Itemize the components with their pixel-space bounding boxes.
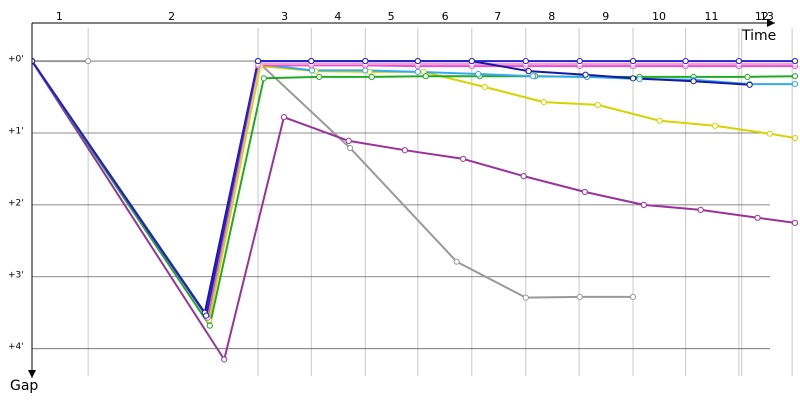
y-tick-label: +4' [8, 342, 24, 352]
data-point [460, 155, 467, 162]
data-point [791, 57, 799, 65]
data-point [221, 356, 228, 363]
x-tick-label: 10 [652, 10, 666, 23]
data-point [468, 57, 475, 65]
data-point [414, 57, 421, 65]
x-tick-label: 5 [388, 10, 395, 23]
x-tick-label: 7 [494, 10, 501, 23]
data-point [522, 57, 529, 65]
data-point [520, 173, 527, 180]
data-point [754, 214, 761, 221]
data-point [453, 258, 460, 265]
series-line [32, 60, 795, 319]
data-point [744, 73, 751, 80]
data-point [682, 57, 689, 65]
y-tick-label: +1' [8, 126, 24, 136]
series-line [32, 60, 796, 361]
data-point [362, 57, 369, 65]
series-line [32, 60, 795, 317]
x-tick-label: 8 [548, 10, 555, 23]
data-point [640, 201, 647, 208]
data-point [362, 67, 369, 74]
data-point [522, 294, 529, 301]
data-point [475, 70, 482, 78]
x-axis-label: Time [741, 28, 776, 44]
data-point [401, 147, 408, 154]
data-point [735, 57, 742, 65]
data-point [629, 293, 637, 301]
series-line [32, 60, 796, 327]
x-tick-label: 1 [56, 10, 63, 23]
data-point [206, 322, 213, 329]
y-tick-label: +3' [8, 270, 24, 280]
data-point [308, 67, 316, 74]
data-point [316, 73, 323, 80]
data-point [712, 122, 719, 129]
data-point [636, 75, 643, 83]
data-point [85, 57, 92, 65]
data-point [414, 68, 421, 75]
x-tick-label: 11 [705, 10, 719, 23]
data-point [368, 73, 375, 80]
x-tick-label: 12 [755, 10, 769, 23]
x-tick-label: 6 [442, 10, 449, 23]
data-point [791, 219, 799, 226]
data-point [280, 114, 288, 121]
data-point [629, 75, 637, 82]
data-point [690, 78, 697, 85]
data-point [766, 130, 773, 137]
data-point [529, 73, 537, 80]
y-tick-label: +0' [8, 55, 24, 65]
series-line [32, 60, 633, 299]
data-point [525, 68, 532, 75]
data-point [576, 57, 583, 65]
data-point [540, 98, 547, 106]
data-point [308, 57, 315, 65]
series-line [32, 60, 750, 314]
data-point [32, 57, 36, 65]
data-point [746, 81, 753, 88]
data-point [345, 137, 352, 144]
x-tick-label: 4 [334, 10, 341, 23]
data-point [581, 188, 588, 196]
y-axis-label: Gap [10, 378, 38, 394]
data-point [791, 134, 799, 142]
x-tick-label: 9 [602, 10, 609, 23]
data-point [791, 73, 799, 80]
series-line [32, 60, 795, 318]
x-tick-label: 13 [760, 10, 774, 23]
data-point [203, 312, 210, 319]
data-point [347, 144, 354, 152]
data-point [656, 117, 663, 124]
data-point [697, 206, 704, 214]
x-tick-label: 2 [168, 10, 175, 23]
series-layer [32, 57, 799, 363]
y-axis-arrow [28, 370, 36, 378]
data-point [481, 83, 488, 91]
x-axis-arrow [767, 19, 775, 27]
series-line [32, 60, 796, 321]
data-point [576, 293, 583, 301]
x-tick-label: 3 [281, 10, 288, 23]
data-point [791, 80, 799, 88]
data-point [594, 101, 601, 109]
y-tick-label: +2' [8, 198, 24, 208]
data-point [582, 71, 589, 78]
data-point [260, 75, 267, 82]
data-point [254, 57, 262, 65]
data-point [422, 73, 429, 80]
data-point [629, 57, 637, 65]
